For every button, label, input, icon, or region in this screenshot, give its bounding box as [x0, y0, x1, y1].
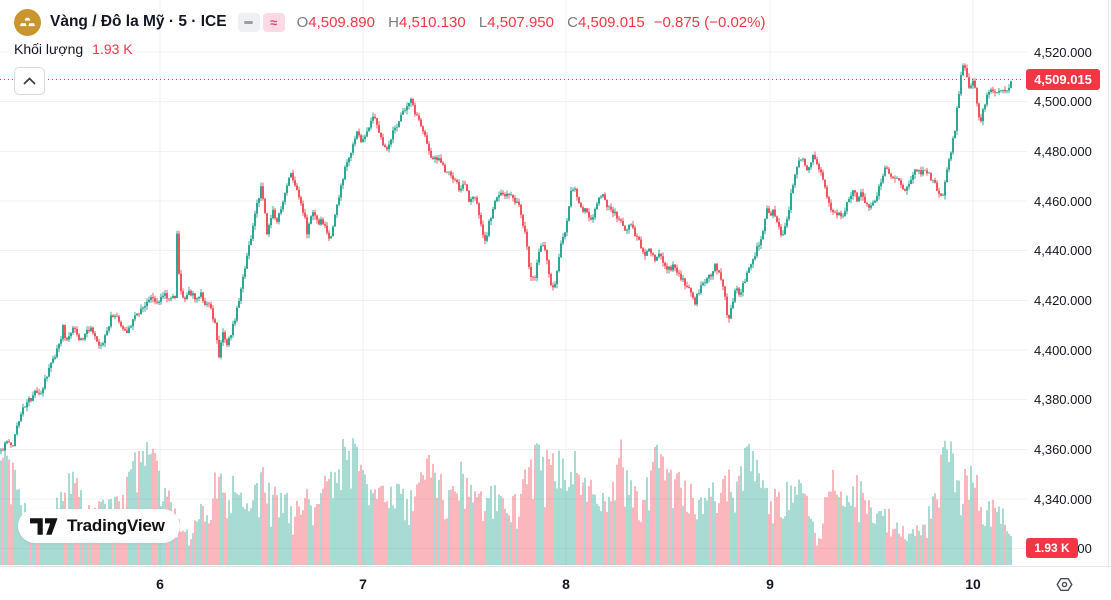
minimize-dash-icon [244, 20, 254, 24]
down-candle-bodies [2, 65, 1006, 451]
time-axis[interactable]: 6 7 8 9 10 [0, 566, 1111, 600]
close-label: C [567, 13, 578, 31]
price-axis-label: 4,400.000 [1034, 342, 1092, 358]
settings-icon[interactable] [1055, 575, 1074, 594]
symbol-row: Vàng / Đô la Mỹ · 5 · ICE ≈ O4,509.890 H… [14, 7, 765, 37]
chevron-up-icon [23, 77, 36, 85]
time-axis-label: 9 [766, 576, 774, 592]
last-price-badge: 4,509.015 [1026, 69, 1100, 90]
grid-lines [0, 0, 1027, 565]
low-label: L [478, 13, 488, 31]
price-axis-label: 4,340.000 [1034, 491, 1092, 507]
hexagon-settings-icon [1056, 578, 1073, 591]
time-axis-label: 8 [562, 576, 570, 592]
volume-value: 1.93 K [92, 41, 133, 57]
approximate-data-icon: ≈ [269, 14, 278, 30]
ohlc-values: O4,509.890 H4,510.130 L4,507.950 C4,509.… [288, 14, 645, 31]
legend-chips: ≈ [237, 12, 285, 32]
tradingview-logo[interactable]: TradingView [18, 509, 180, 543]
price-axis-label: 4,440.000 [1034, 243, 1092, 259]
price-axis-label: 4,420.000 [1034, 292, 1092, 308]
volume-row: Khối lượng 1.93 K [14, 40, 765, 58]
gold-coin-icon [14, 8, 41, 36]
up-candle-wicks [0, 63, 1012, 455]
symbol-title[interactable]: Vàng / Đô la Mỹ · 5 · ICE [50, 13, 227, 30]
low-value: 4,507.950 [487, 13, 554, 31]
high-value: 4,510.130 [398, 13, 466, 31]
open-label: O [296, 13, 309, 31]
price-axis-label: 4,360.000 [1034, 441, 1092, 457]
time-axis-label: 6 [156, 576, 164, 592]
time-axis-label: 7 [359, 576, 367, 592]
price-axis-label: 4,480.000 [1034, 143, 1092, 159]
close-value: 4,509.015 [577, 13, 645, 31]
approximate-data-chip[interactable]: ≈ [262, 12, 285, 32]
high-label: H [388, 13, 399, 31]
open-value: 4,509.890 [308, 13, 375, 31]
minimize-legend-chip[interactable] [237, 12, 260, 32]
price-change: −0.875 (−0.02%) [653, 13, 766, 31]
tradingview-logo-text: TradingView [67, 516, 165, 535]
down-candle-wicks [2, 63, 1006, 452]
price-axis[interactable]: 4,520.000 4,500.000 4,480.000 4,460.000 4,44… [1026, 0, 1111, 566]
up-candle-bodies [0, 65, 1012, 451]
window-right-edge [1108, 0, 1109, 600]
volume-bars-down [2, 439, 1006, 565]
price-axis-label: 4,500.000 [1034, 94, 1092, 110]
volume-badge: 1.93 K [1026, 538, 1078, 558]
volume-label[interactable]: Khối lượng [14, 41, 84, 57]
candlestick-volume-chart[interactable] [0, 0, 1111, 566]
chart-legend: Vàng / Đô la Mỹ · 5 · ICE ≈ O4,509.890 H… [14, 7, 765, 58]
price-axis-label: 4,520.000 [1034, 44, 1092, 60]
current-price-line [0, 79, 1023, 80]
time-axis-label: 10 [965, 576, 981, 592]
collapse-pane-button[interactable] [14, 67, 45, 95]
tradingview-mark-icon [30, 517, 58, 535]
price-axis-label: 4,460.000 [1034, 193, 1092, 209]
price-axis-label: 4,380.000 [1034, 392, 1092, 408]
